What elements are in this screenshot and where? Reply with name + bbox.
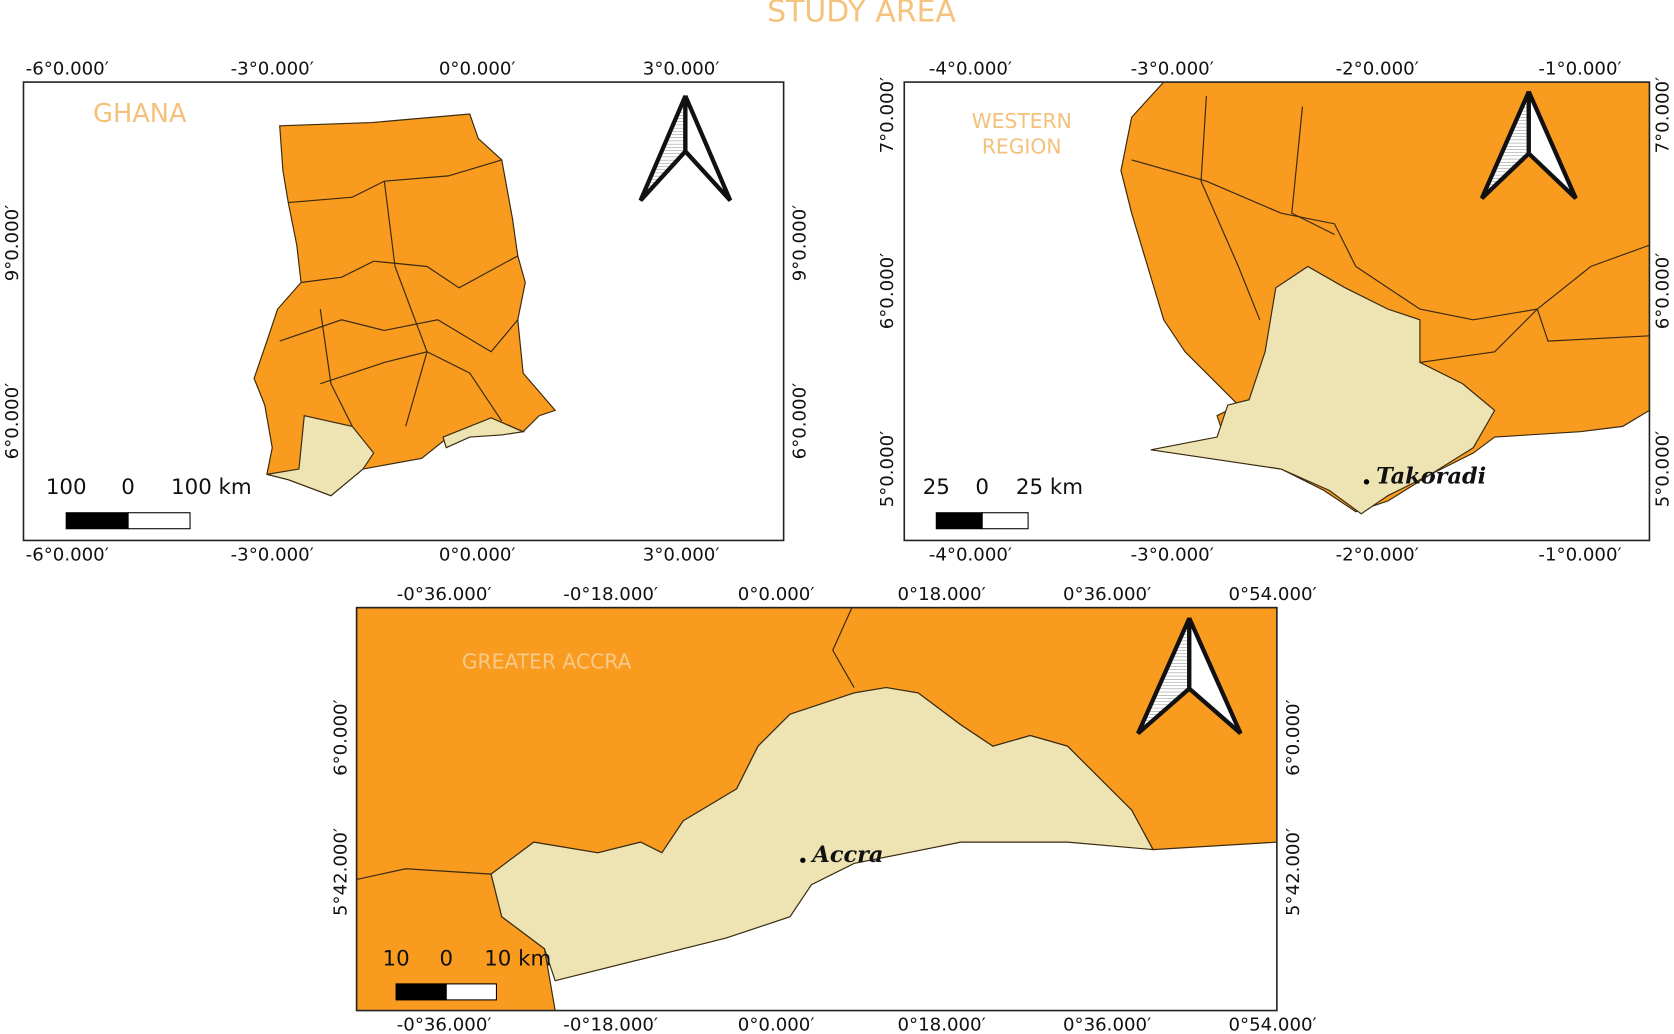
lat-tick-label: 6°0.000′: [1652, 253, 1673, 330]
accra-map: [356, 607, 1277, 1011]
lon-tick-label: -2°0.000′: [1336, 544, 1419, 565]
lon-tick-label: -3°0.000′: [1131, 544, 1214, 565]
lat-tick-label: 9°0.000′: [790, 205, 811, 282]
lon-tick-label: 0°18.000′: [898, 584, 986, 605]
lon-tick-label: -3°0.000′: [1131, 58, 1214, 79]
place-label: Accra: [810, 842, 883, 868]
lon-tick-label: 0°54.000′: [1228, 1014, 1316, 1034]
lat-tick-label: 5°42.000′: [1283, 828, 1304, 916]
scale-bar: [65, 512, 129, 530]
scale-label: 0: [121, 475, 135, 500]
lon-tick-label: -4°0.000′: [929, 58, 1012, 79]
lon-tick-label: 0°0.000′: [439, 544, 516, 565]
lon-tick-label: -0°18.000′: [563, 1014, 658, 1034]
place-dot: [800, 857, 806, 863]
north-arrows: [638, 90, 1578, 735]
lon-tick-label: 0°0.000′: [439, 58, 516, 79]
lat-tick-label: 9°0.000′: [2, 205, 23, 282]
scale-label: 10 km: [484, 946, 551, 971]
western-map: [1120, 82, 1650, 515]
lat-tick-label: 5°42.000′: [331, 828, 352, 916]
lon-tick-label: -0°18.000′: [563, 584, 658, 605]
lat-tick-label: 5°0.000′: [1652, 431, 1673, 508]
north-arrow: [638, 95, 733, 202]
scale-bar: [395, 983, 447, 1001]
lon-tick-label: 0°0.000′: [738, 584, 815, 605]
map-frame: [903, 81, 1651, 542]
lon-tick-label: 3°0.000′: [643, 544, 720, 565]
lon-tick-label: -6°0.000′: [26, 58, 109, 79]
lat-tick-label: 7°0.000′: [877, 77, 898, 154]
lat-tick-label: 6°0.000′: [1283, 699, 1304, 776]
lon-tick-label: 0°18.000′: [898, 1014, 986, 1034]
place-label: Takoradi: [1376, 464, 1486, 490]
labels: -6°0.000′ -6°0.000′ -3°0.000′ -3°0.000′ 0°0.…: [2, 58, 1674, 1034]
scale-bar: [445, 983, 497, 1001]
lat-tick-label: 6°0.000′: [331, 699, 352, 776]
ghana-map: [253, 113, 557, 497]
scale-label: 25: [923, 475, 950, 500]
north-arrow: [1136, 617, 1243, 735]
lon-tick-label: 0°36.000′: [1063, 1014, 1151, 1034]
lon-tick-label: -3°0.000′: [231, 58, 314, 79]
map-label: GREATER ACCRA: [462, 650, 632, 674]
lon-tick-label: -3°0.000′: [231, 544, 314, 565]
page-title: STUDY AREA: [767, 0, 956, 29]
scale-label: 25 km: [1016, 475, 1083, 500]
map-label: REGION: [982, 135, 1062, 159]
lon-tick-label: -2°0.000′: [1336, 58, 1419, 79]
lon-tick-label: -1°0.000′: [1538, 544, 1621, 565]
lon-tick-label: -0°36.000′: [397, 1014, 492, 1034]
lon-tick-label: 0°54.000′: [1228, 584, 1316, 605]
lon-tick-label: -4°0.000′: [929, 544, 1012, 565]
lon-tick-label: -1°0.000′: [1538, 58, 1621, 79]
map-frame: [22, 81, 785, 542]
place-dot: [1363, 479, 1370, 485]
scale-label: 0: [439, 946, 453, 971]
lon-tick-label: 0°0.000′: [738, 1014, 815, 1034]
scale-label: 10: [382, 946, 409, 971]
lon-tick-label: -6°0.000′: [26, 544, 109, 565]
lon-tick-label: -0°36.000′: [397, 584, 492, 605]
north-arrow: [1479, 90, 1578, 200]
scale-bar: [935, 512, 983, 530]
scale-label: 100: [46, 475, 87, 500]
lat-tick-label: 6°0.000′: [877, 253, 898, 330]
scale-label: 0: [975, 475, 989, 500]
lon-tick-label: 3°0.000′: [643, 58, 720, 79]
lat-tick-label: 6°0.000′: [2, 383, 23, 460]
lon-tick-label: 0°36.000′: [1063, 584, 1151, 605]
map-label: GHANA: [93, 99, 187, 129]
scale-bar: [981, 512, 1029, 530]
map-frame: [355, 606, 1278, 1012]
lat-tick-label: 5°0.000′: [877, 431, 898, 508]
scale-bar: [127, 512, 191, 530]
lat-tick-label: 7°0.000′: [1652, 77, 1673, 154]
scale-label: 100 km: [171, 475, 252, 500]
lat-tick-label: 6°0.000′: [790, 383, 811, 460]
map-label: WESTERN: [972, 109, 1072, 133]
